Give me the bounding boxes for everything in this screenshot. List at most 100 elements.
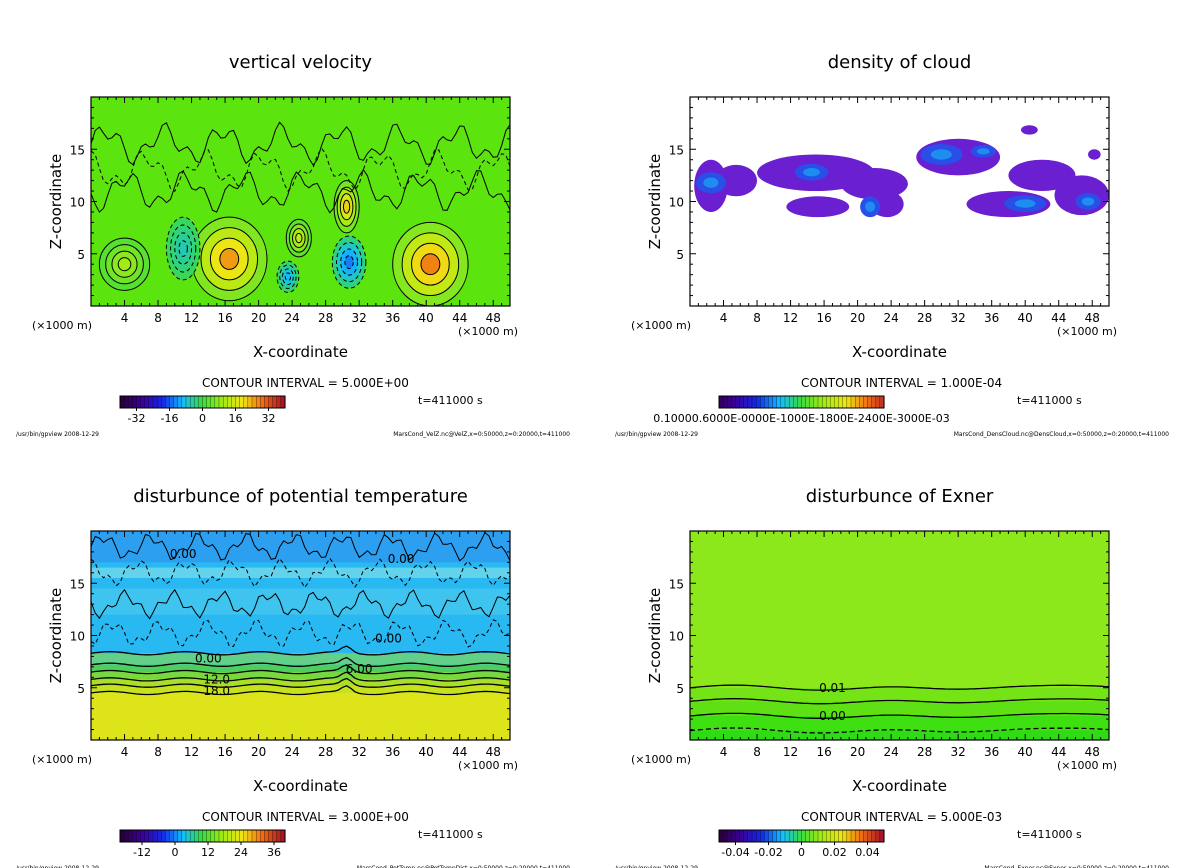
colorbar-cell bbox=[210, 395, 216, 409]
exner-band bbox=[690, 730, 1109, 740]
x-axis-label: X-coordinate bbox=[852, 777, 947, 795]
contour-label: 6.00 bbox=[346, 662, 373, 676]
x-tick-label: 16 bbox=[816, 745, 831, 759]
colorbar-cell bbox=[718, 829, 724, 843]
x-unit-left: (×1000 m) bbox=[631, 753, 691, 766]
time-label: t=411000 s bbox=[1017, 394, 1082, 407]
colorbar-cell bbox=[859, 829, 864, 843]
colorbar-cell bbox=[222, 829, 228, 843]
colorbar-cell bbox=[780, 829, 786, 843]
cloud-region bbox=[1021, 125, 1038, 135]
colorbar-cell bbox=[780, 395, 786, 409]
colorbar-cell bbox=[198, 829, 204, 843]
cloud-core-inner bbox=[1081, 197, 1095, 206]
colorbar-cell bbox=[156, 395, 162, 409]
colorbar-cell bbox=[136, 395, 142, 409]
colorbar-cell bbox=[173, 395, 179, 409]
contour-line bbox=[91, 147, 510, 193]
colorbar-cell bbox=[231, 829, 237, 843]
cloud-core-inner bbox=[865, 201, 876, 212]
colorbar-cell bbox=[735, 829, 741, 843]
y-tick-label: 15 bbox=[70, 577, 85, 591]
footer-file: MarsCond_Exner.nc@Exner,x=0:50000,z=0:20… bbox=[984, 865, 1169, 868]
colorbar-cell bbox=[718, 395, 724, 409]
x-tick-label: 44 bbox=[1051, 311, 1066, 325]
velocity-cell bbox=[219, 248, 240, 270]
colorbar-cell bbox=[152, 395, 158, 409]
field-vel bbox=[91, 97, 510, 306]
x-tick-label: 24 bbox=[284, 745, 299, 759]
y-tick-label: 15 bbox=[669, 143, 684, 157]
colorbar-cell bbox=[181, 829, 187, 843]
colorbar-cell bbox=[875, 829, 881, 843]
colorbar-cell bbox=[760, 395, 765, 409]
colorbar-tick-label: -16 bbox=[161, 412, 179, 425]
colorbar-cell bbox=[722, 395, 728, 409]
colorbar-cell bbox=[132, 395, 138, 409]
colorbar-cell bbox=[751, 829, 757, 843]
colorbar-cell bbox=[251, 829, 257, 843]
colorbar-cell bbox=[850, 829, 856, 843]
colorbar-cell bbox=[189, 829, 195, 843]
temp-band bbox=[91, 588, 510, 615]
cloud-region bbox=[1008, 159, 1076, 192]
colorbar-cell bbox=[227, 829, 232, 843]
time-label: t=411000 s bbox=[1017, 828, 1082, 841]
x-unit-left: (×1000 m) bbox=[32, 319, 92, 332]
colorbar-cell bbox=[264, 829, 270, 843]
colorbar-cell bbox=[722, 829, 728, 843]
colorbar-cell bbox=[846, 395, 852, 409]
colorbar-cell bbox=[772, 829, 778, 843]
colorbar-cell bbox=[809, 395, 815, 409]
contour-interval: CONTOUR INTERVAL = 1.000E-04 bbox=[801, 376, 1002, 390]
colorbar-cell bbox=[165, 829, 171, 843]
x-tick-label: 40 bbox=[419, 745, 434, 759]
colorbar-cell bbox=[268, 829, 274, 843]
velocity-cell bbox=[117, 257, 132, 272]
colorbar-cell bbox=[276, 829, 282, 843]
colorbar-cell bbox=[788, 829, 794, 843]
contour-line bbox=[690, 684, 1109, 691]
colorbar-tick-label: 0.04 bbox=[855, 846, 880, 859]
colorbar-cell bbox=[863, 395, 869, 409]
colorbar-cell bbox=[185, 395, 191, 409]
colorbar-cell bbox=[206, 395, 212, 409]
x-tick-label: 20 bbox=[850, 311, 865, 325]
colorbar-cell bbox=[801, 395, 807, 409]
contour-line bbox=[91, 168, 510, 214]
x-tick-label: 12 bbox=[184, 745, 199, 759]
x-tick-label: 4 bbox=[121, 745, 129, 759]
contour-line bbox=[91, 677, 510, 688]
contour-interval: CONTOUR INTERVAL = 3.000E+00 bbox=[202, 810, 409, 824]
x-tick-label: 12 bbox=[783, 311, 798, 325]
colorbar-cell bbox=[747, 395, 753, 409]
colorbar-cell bbox=[768, 395, 774, 409]
colorbar-cell bbox=[218, 829, 224, 843]
contour-line bbox=[91, 588, 510, 620]
x-tick-label: 28 bbox=[318, 311, 333, 325]
x-unit-left: (×1000 m) bbox=[32, 753, 92, 766]
colorbar-cell bbox=[173, 829, 179, 843]
footer-file: MarsCond_PotTemp.nc@PotTempDist,x=0:5000… bbox=[357, 865, 570, 868]
colorbar-cell bbox=[834, 395, 840, 409]
colorbar-cell bbox=[755, 395, 761, 409]
colorbar-cell bbox=[813, 395, 819, 409]
colorbar-cell bbox=[735, 395, 741, 409]
x-tick-label: 44 bbox=[1051, 745, 1066, 759]
field-temp bbox=[91, 531, 510, 740]
temp-lower bbox=[91, 692, 510, 740]
colorbar-tick-label: -12 bbox=[133, 846, 151, 859]
contour-label: 12.0 bbox=[203, 672, 230, 686]
colorbar-cell bbox=[202, 829, 208, 843]
velocity-cell bbox=[344, 255, 354, 270]
colorbar-cell bbox=[743, 829, 749, 843]
chart-title: disturbunce of Exner bbox=[806, 486, 994, 507]
cloud-core-inner bbox=[977, 148, 990, 155]
y-axis-label: Z-coordinate bbox=[646, 154, 664, 249]
colorbar-tick-label: 0 bbox=[798, 846, 805, 859]
colorbar-cell bbox=[235, 829, 241, 843]
colorbar-cell bbox=[260, 829, 265, 843]
colorbar-cell bbox=[272, 395, 278, 409]
